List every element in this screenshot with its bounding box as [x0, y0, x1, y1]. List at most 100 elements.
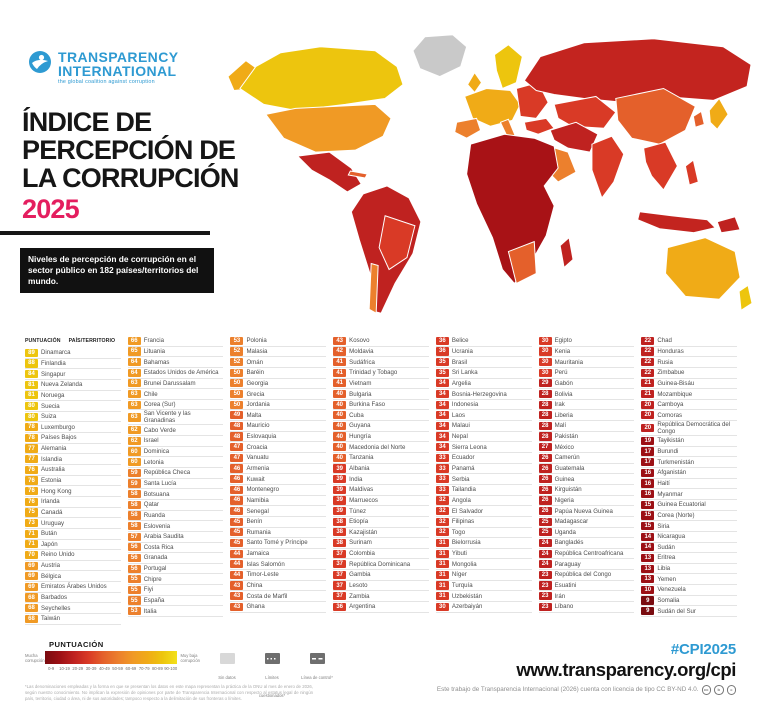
table-row: 63 San Vicente y las Granadinas [127, 410, 224, 426]
subtitle-box: Niveles de percepción de corrupción en e… [20, 248, 214, 293]
score-badge: 62 [127, 426, 141, 435]
score-badge: 33 [435, 485, 449, 494]
table-row: 45 Rumania [230, 528, 327, 539]
country-name: Corea (Norte) [657, 511, 695, 519]
country-name: Polonia [246, 337, 267, 345]
score-badge: 28 [538, 432, 552, 441]
score-badge: 64 [127, 368, 141, 377]
score-badge: 16 [641, 490, 655, 499]
country-name: República Centroafricana [554, 550, 624, 558]
country-name: Macedonia del Norte [349, 443, 406, 451]
country-name: Mozambique [657, 390, 693, 398]
country-name: Kuwait [246, 475, 265, 483]
table-row: 32 Togo [435, 528, 532, 539]
country-name: Zambia [349, 592, 370, 600]
country-name: Nigeria [554, 496, 574, 504]
country-name: Italia [143, 607, 157, 615]
country-name: Vietnam [349, 379, 372, 387]
score-badge: 23 [538, 592, 552, 601]
score-badge: 39 [333, 496, 347, 505]
country-name: Reino Unido [41, 551, 75, 559]
table-row: 41 Vietnam [333, 379, 429, 390]
table-row: 43 China [230, 581, 327, 592]
table-row: 77 Islandia [25, 454, 121, 466]
score-badge: 32 [435, 528, 449, 537]
country-name: Eslovenia [143, 522, 171, 530]
score-badge: 26 [538, 475, 552, 484]
table-row: 55 España [127, 596, 224, 607]
country-name: Kazajistán [349, 528, 378, 536]
score-badge: 55 [127, 575, 141, 584]
country-name: Japón [41, 540, 58, 548]
legend-extra-limites-cuestionados: Límites cuestionados* [254, 653, 290, 702]
score-badge: 14 [641, 543, 655, 552]
table-row: 26 Papúa Nueva Guinea [538, 506, 635, 517]
table-row: 43 Kosovo [333, 336, 429, 347]
logo-tagline: the global coalition against corruption [58, 79, 155, 85]
score-badge: 20 [641, 411, 655, 420]
table-row: 45 Santo Tomé y Príncipe [230, 538, 327, 549]
country-name: Guinea Ecuatorial [657, 501, 706, 509]
score-badge: 53 [230, 336, 244, 345]
map-disclaimer-footnote: *Las denominaciones empleadas y la forma… [25, 684, 313, 701]
country-name: Belice [451, 337, 469, 345]
table-row: 56 Granada [127, 553, 224, 564]
score-badge: 43 [333, 336, 347, 345]
score-badge: 47 [230, 453, 244, 462]
score-badge: 38 [333, 517, 347, 526]
table-row: 26 Nigeria [538, 496, 635, 507]
score-badge: 33 [435, 453, 449, 462]
country-name: Dominica [143, 448, 170, 456]
country-name: Mauritania [554, 358, 584, 366]
country-name: Nueva Zelanda [41, 381, 83, 389]
score-badge: 66 [127, 336, 141, 345]
table-row: 39 Marruecos [333, 496, 429, 507]
score-badge: 46 [230, 496, 244, 505]
table-row: 22 Honduras [641, 347, 738, 358]
page-title: ÍNDICE DE PERCEPCIÓN DE LA CORRUPCIÓN 20… [22, 108, 239, 223]
score-badge: 34 [435, 411, 449, 420]
table-row: 40 Cuba [333, 410, 429, 422]
table-row: 47 Croacia [230, 442, 327, 454]
table-row: 36 Argentina [333, 602, 429, 613]
score-badge: 76 [25, 497, 38, 506]
score-badge: 34 [435, 400, 449, 409]
table-row: 59 República Checa [127, 468, 224, 479]
score-badge: 58 [127, 490, 141, 499]
score-badge: 15 [641, 511, 655, 520]
table-row: 24 Paraguay [538, 559, 635, 571]
table-row: 53 Italia [127, 606, 224, 618]
country-name: Emiratos Árabes Unidos [41, 583, 107, 591]
score-badge: 33 [435, 475, 449, 484]
score-badge: 62 [127, 436, 141, 446]
table-row: 50 Georgia [230, 379, 327, 390]
table-column: 36 Belice 36 Ucrania 35 Brasil 35 Sri Lanka 34 Ar… [435, 336, 532, 625]
table-row: 26 Camerún [538, 453, 635, 464]
table-row: 32 Filipinas [435, 517, 532, 528]
country-name: Lituania [143, 347, 166, 355]
country-name: Montenegro [246, 486, 279, 494]
cc-icon: cc [701, 685, 711, 695]
map-region-africa [466, 133, 559, 285]
score-badge: 20 [641, 400, 655, 409]
website-url[interactable]: www.transparency.org/cpi [516, 659, 736, 680]
table-row: 64 Estados Unidos de América [127, 368, 224, 379]
score-badge: 24 [538, 549, 552, 558]
country-name: Guinea [554, 475, 575, 483]
country-name: Irán [554, 592, 566, 600]
map-region-png [716, 216, 741, 234]
map-region-south-africa [507, 240, 537, 285]
score-badge: 43 [230, 581, 244, 590]
score-badge: 69 [25, 561, 38, 570]
country-name: Arabia Saudita [143, 533, 184, 541]
map-region-turkey [523, 117, 555, 135]
country-name: Santa Lucía [143, 480, 177, 487]
legend-extra-label: Línea de control* [301, 675, 333, 680]
country-name: Croacia [246, 443, 268, 451]
table-row: 13 Libia [641, 564, 738, 575]
scores-table: PUNTUACIÓN PAÍS/TERRITORIO 89 Dinamarca 88 Fi… [25, 336, 738, 625]
table-row: 50 Jordania [230, 400, 327, 411]
country-name: Mongolia [451, 560, 477, 568]
table-row: 37 Colombia [333, 549, 429, 560]
country-name: Rumania [246, 528, 271, 536]
